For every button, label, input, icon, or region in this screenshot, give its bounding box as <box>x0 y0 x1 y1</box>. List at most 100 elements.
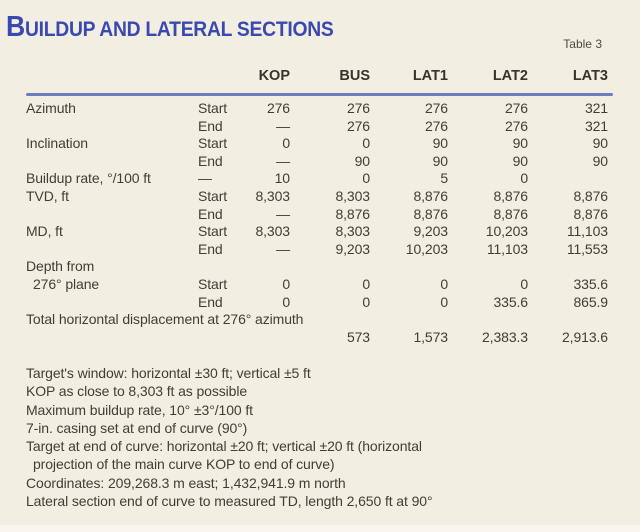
value-cell: 90 <box>512 135 528 152</box>
table-row: TVD, ft Start 8,303 8,303 8,876 8,876 8,… <box>26 188 608 206</box>
value-cell: 321 <box>584 117 608 134</box>
value-cell: 0 <box>282 135 290 152</box>
value-cell: 0 <box>282 275 290 292</box>
table-header-row: KOP BUS LAT1 LAT2 LAT3 <box>26 68 608 84</box>
value-cell: 276 <box>266 100 290 116</box>
table-row: Azimuth Start 276 276 276 276 321 <box>26 100 608 118</box>
phase-cell: End <box>198 205 223 222</box>
data-table: Azimuth Start 276 276 276 276 321 End — … <box>26 100 608 346</box>
column-header-lat1: LAT1 <box>412 68 448 84</box>
value-cell: 2,383.3 <box>481 328 528 345</box>
value-cell: 90 <box>512 152 528 169</box>
value-cell: 276 <box>504 100 528 116</box>
page-title-rest: UILDUP AND LATERAL SECTIONS <box>25 18 334 41</box>
value-cell: 573 <box>346 328 370 345</box>
value-cell: 90 <box>354 152 370 169</box>
value-cell: 90 <box>592 135 608 152</box>
total-values-row: 573 1,573 2,383.3 2,913.6 <box>26 329 608 347</box>
value-cell: 8,303 <box>335 187 370 204</box>
column-header-kop: KOP <box>258 68 290 84</box>
table-row: Depth from <box>26 258 608 276</box>
row-label: TVD, ft <box>26 187 69 204</box>
phase-cell: End <box>198 240 223 257</box>
phase-cell: Start <box>198 223 228 240</box>
page-title: BUILDUP AND LATERAL SECTIONS <box>6 11 334 46</box>
note-line: KOP as close to 8,303 ft as possible <box>26 383 248 400</box>
table-row: End 0 0 0 335.6 865.9 <box>26 294 608 312</box>
table-3-label: Table 3 <box>563 37 602 51</box>
value-cell: 0 <box>440 275 448 292</box>
phase-cell: Start <box>198 100 228 116</box>
page-title-initial: B <box>6 11 26 43</box>
value-cell: 276 <box>346 100 370 116</box>
value-cell: 276 <box>504 117 528 134</box>
value-cell: 10,203 <box>405 240 448 257</box>
value-cell: 0 <box>362 170 370 187</box>
column-header-lat3: LAT3 <box>572 68 608 84</box>
note-line: Target at end of curve: horizontal ±20 f… <box>26 438 422 455</box>
value-cell: 90 <box>432 135 448 152</box>
value-cell: 0 <box>520 275 528 292</box>
phase-cell: Start <box>198 187 228 204</box>
value-cell: — <box>276 117 290 134</box>
value-cell: 8,876 <box>413 205 448 222</box>
table-row: End — 8,876 8,876 8,876 8,876 <box>26 206 608 224</box>
row-label: 276° plane <box>33 275 100 292</box>
value-cell: 2,913.6 <box>561 328 608 345</box>
value-cell: 8,876 <box>493 205 528 222</box>
phase-cell: End <box>198 117 223 134</box>
value-cell: 90 <box>432 152 448 169</box>
phase-cell: End <box>198 293 223 310</box>
value-cell: 11,103 <box>566 223 608 240</box>
value-cell: 0 <box>362 275 370 292</box>
footnotes: Target's window: horizontal ±30 ft; vert… <box>26 364 626 510</box>
value-cell: 276 <box>346 117 370 134</box>
note-line: Target's window: horizontal ±30 ft; vert… <box>26 365 311 381</box>
value-cell: 8,303 <box>335 223 370 240</box>
row-label: Depth from <box>26 258 95 275</box>
note-line: Maximum buildup rate, 10° ±3°/100 ft <box>26 401 253 418</box>
row-label: MD, ft <box>26 223 63 240</box>
table-row: Buildup rate, °/100 ft — 10 0 5 0 <box>26 170 608 188</box>
value-cell: 8,876 <box>493 187 528 204</box>
value-cell: 0 <box>362 293 370 310</box>
value-cell: 11,103 <box>486 240 528 257</box>
value-cell: 10,203 <box>485 223 528 240</box>
row-label: Azimuth <box>26 100 76 116</box>
row-label: Buildup rate, °/100 ft <box>26 170 151 187</box>
phase-cell: — <box>198 170 212 187</box>
note-line-continuation: projection of the main curve KOP to end … <box>33 456 335 473</box>
value-cell: 8,876 <box>573 205 608 222</box>
value-cell: 90 <box>592 152 608 169</box>
value-cell: 0 <box>520 170 528 187</box>
table-row: MD, ft Start 8,303 8,303 9,203 10,203 11… <box>26 223 608 241</box>
column-header-lat2: LAT2 <box>492 68 528 84</box>
value-cell: — <box>276 205 290 222</box>
phase-cell: Start <box>198 135 228 152</box>
value-cell: 10 <box>274 170 290 187</box>
value-cell: 8,876 <box>573 187 608 204</box>
column-header-bus: BUS <box>339 68 370 84</box>
value-cell: 8,876 <box>335 205 370 222</box>
value-cell: 11,553 <box>566 240 608 257</box>
row-label: Inclination <box>26 135 88 152</box>
value-cell: 5 <box>440 170 448 187</box>
page-bottom-edge <box>0 525 640 532</box>
table-row: 276° plane Start 0 0 0 0 335.6 <box>26 276 608 294</box>
value-cell: 321 <box>584 100 608 116</box>
value-cell: 865.9 <box>573 293 608 310</box>
total-displacement-label: Total horizontal displacement at 276° az… <box>26 311 304 328</box>
value-cell: 8,876 <box>413 187 448 204</box>
table-row: End — 9,203 10,203 11,103 11,553 <box>26 241 608 259</box>
value-cell: 0 <box>362 135 370 152</box>
note-line: 7-in. casing set at end of curve (90°) <box>26 419 248 436</box>
table-row: End — 276 276 276 321 <box>26 118 608 136</box>
value-cell: — <box>276 240 290 257</box>
value-cell: 0 <box>282 293 290 310</box>
value-cell: 9,203 <box>413 223 448 240</box>
value-cell: 276 <box>424 117 448 134</box>
phase-cell: Start <box>198 275 228 292</box>
value-cell: 335.6 <box>493 293 528 310</box>
note-line: Coordinates: 209,268.3 m east; 1,432,941… <box>26 474 346 491</box>
